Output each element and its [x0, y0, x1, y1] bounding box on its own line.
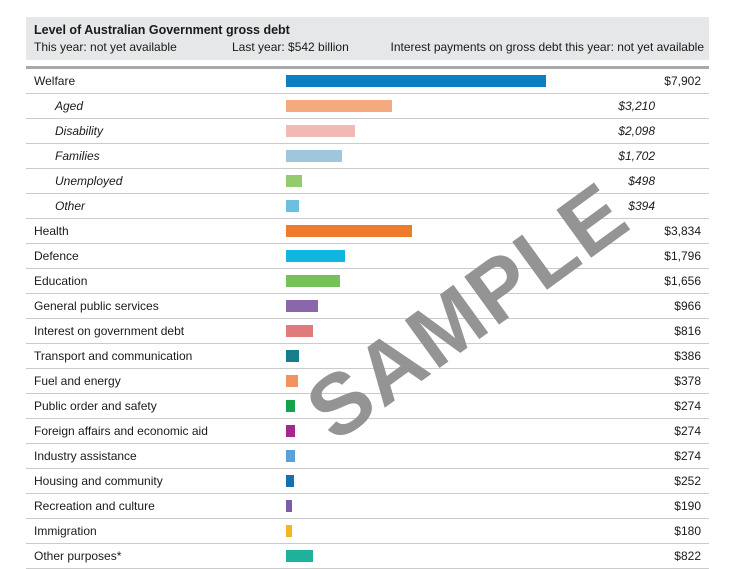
category-label: Education: [34, 274, 88, 288]
category-label: Disability: [55, 124, 104, 138]
value-label: $3,834: [664, 224, 701, 238]
category-label: Housing and community: [34, 474, 163, 488]
bar: [286, 325, 313, 337]
chart-row: Public order and safety $274: [26, 394, 709, 419]
value-label: $274: [674, 399, 701, 413]
value-label: $386: [674, 349, 701, 363]
chart-row: Disability $2,098: [26, 119, 709, 144]
chart-row: Unemployed $498: [26, 169, 709, 194]
category-label: Other purposes*: [34, 549, 122, 563]
bar: [286, 525, 292, 537]
value-label: $1,656: [664, 274, 701, 288]
chart-row: Other purposes* $822: [26, 544, 709, 569]
bar: [286, 150, 342, 162]
category-label: Aged: [55, 99, 84, 113]
category-label: Families: [55, 149, 100, 163]
category-label: Public order and safety: [34, 399, 157, 413]
category-label: Recreation and culture: [34, 499, 155, 513]
bar: [286, 500, 293, 512]
bar: [286, 250, 346, 262]
value-label: $274: [674, 424, 701, 438]
chart-row: Transport and communication $386: [26, 344, 709, 369]
category-label: Unemployed: [55, 174, 123, 188]
value-label: $378: [674, 374, 701, 388]
chart-row: Housing and community $252: [26, 469, 709, 494]
category-label: Transport and communication: [34, 349, 193, 363]
chart-row: Interest on government debt $816: [26, 319, 709, 344]
chart-header: Level of Australian Government gross deb…: [26, 17, 709, 60]
chart-row: Recreation and culture $190: [26, 494, 709, 519]
bar: [286, 375, 299, 387]
category-label: Foreign affairs and economic aid: [34, 424, 208, 438]
chart-row: Aged $3,210: [26, 94, 709, 119]
chart-row: Welfare $7,902: [26, 69, 709, 94]
value-label: $2,098: [618, 124, 655, 138]
category-label: Immigration: [34, 524, 97, 538]
bar: [286, 300, 318, 312]
bar: [286, 275, 341, 287]
header-title: Level of Australian Government gross deb…: [34, 23, 290, 37]
chart-body: Welfare $7,902 Aged $3,210 Disability $2,098 F…: [26, 69, 709, 569]
bar: [286, 400, 295, 412]
category-label: Health: [34, 224, 69, 238]
header-divider: [26, 66, 709, 69]
value-label: $3,210: [618, 99, 655, 113]
bar: [286, 125, 356, 137]
value-label: $822: [674, 549, 701, 563]
this-year-debt: This year: not yet available: [34, 40, 177, 54]
chart-row: Other $394: [26, 194, 709, 219]
category-label: Fuel and energy: [34, 374, 121, 388]
bar: [286, 200, 299, 212]
bar: [286, 475, 295, 487]
interest-payments: Interest payments on gross debt this yea…: [390, 40, 704, 54]
category-label: Industry assistance: [34, 449, 137, 463]
bar: [286, 550, 314, 562]
bar: [286, 225, 413, 237]
bar: [286, 350, 299, 362]
chart-row: General public services $966: [26, 294, 709, 319]
bar: [286, 175, 303, 187]
category-label: General public services: [34, 299, 159, 313]
category-label: Welfare: [34, 74, 76, 88]
chart-row: Fuel and energy $378: [26, 369, 709, 394]
value-label: $1,702: [618, 149, 655, 163]
chart-row: Defence $1,796: [26, 244, 709, 269]
last-year-debt: Last year: $542 billion: [232, 40, 349, 54]
bar: [286, 450, 295, 462]
bar: [286, 75, 546, 87]
chart-row: Families $1,702: [26, 144, 709, 169]
chart-row: Health $3,834: [26, 219, 709, 244]
value-label: $180: [674, 524, 701, 538]
value-label: $7,902: [664, 74, 701, 88]
chart-row: Education $1,656: [26, 269, 709, 294]
chart-row: Foreign affairs and economic aid $274: [26, 419, 709, 444]
category-label: Defence: [34, 249, 79, 263]
value-label: $190: [674, 499, 701, 513]
value-label: $274: [674, 449, 701, 463]
value-label: $498: [628, 174, 655, 188]
value-label: $252: [674, 474, 701, 488]
chart-row: Immigration $180: [26, 519, 709, 544]
value-label: $1,796: [664, 249, 701, 263]
category-label: Other: [55, 199, 86, 213]
value-label: $394: [628, 199, 655, 213]
bar: [286, 100, 392, 112]
category-label: Interest on government debt: [34, 324, 185, 338]
bar: [286, 425, 295, 437]
value-label: $816: [674, 324, 701, 338]
chart-row: Industry assistance $274: [26, 444, 709, 469]
value-label: $966: [674, 299, 701, 313]
